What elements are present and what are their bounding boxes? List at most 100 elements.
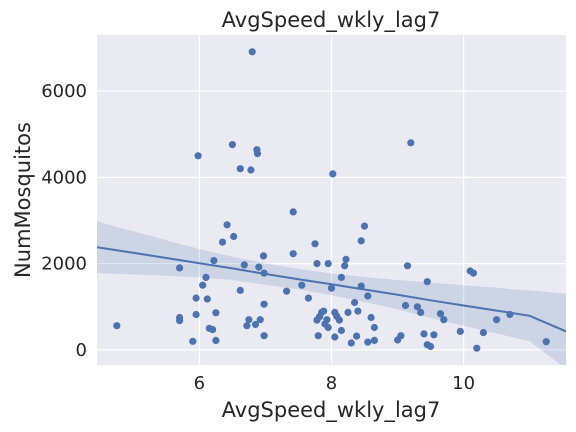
data-point bbox=[357, 237, 365, 245]
data-point bbox=[259, 252, 268, 260]
data-point bbox=[192, 310, 200, 319]
data-point bbox=[203, 295, 211, 303]
data-point bbox=[189, 337, 197, 345]
data-point bbox=[357, 282, 365, 290]
data-point bbox=[199, 281, 207, 289]
data-point bbox=[311, 240, 319, 248]
data-point bbox=[337, 326, 345, 335]
data-point bbox=[255, 263, 263, 271]
data-point bbox=[327, 284, 336, 292]
y-tick-label: 4000 bbox=[41, 167, 87, 188]
x-tick-label: 10 bbox=[452, 373, 475, 394]
data-point bbox=[176, 317, 184, 325]
data-point bbox=[436, 310, 445, 318]
regression-line bbox=[97, 246, 566, 333]
data-point bbox=[493, 316, 501, 324]
data-point bbox=[413, 303, 421, 311]
data-point bbox=[370, 336, 378, 344]
data-point bbox=[260, 269, 268, 277]
data-point bbox=[192, 294, 200, 302]
data-point bbox=[427, 342, 435, 351]
data-point bbox=[228, 141, 236, 149]
data-point bbox=[479, 329, 487, 337]
y-tick-labels: 0 2000 4000 6000 bbox=[41, 81, 87, 361]
x-tick-label: 8 bbox=[326, 373, 337, 394]
data-point bbox=[245, 316, 253, 324]
y-tick-label: 6000 bbox=[41, 81, 87, 102]
data-point bbox=[423, 278, 431, 286]
data-point bbox=[473, 344, 481, 352]
data-point bbox=[420, 330, 428, 338]
data-point bbox=[236, 286, 244, 294]
data-point bbox=[256, 316, 264, 324]
data-point bbox=[194, 152, 202, 160]
data-point bbox=[367, 313, 375, 322]
data-point bbox=[247, 166, 255, 174]
data-point bbox=[289, 250, 297, 258]
data-point bbox=[364, 292, 372, 300]
y-axis-title: NumMosquitos bbox=[11, 122, 35, 278]
data-point bbox=[240, 261, 248, 269]
data-point bbox=[335, 316, 343, 324]
data-point bbox=[176, 264, 184, 272]
data-point bbox=[331, 333, 339, 341]
data-point bbox=[440, 316, 448, 324]
data-point bbox=[341, 262, 349, 270]
data-point bbox=[401, 301, 410, 310]
x-tick-label: 6 bbox=[194, 373, 205, 394]
data-point bbox=[223, 221, 231, 229]
data-point bbox=[313, 260, 321, 268]
data-point bbox=[218, 238, 227, 246]
data-point bbox=[403, 262, 412, 270]
data-point bbox=[304, 294, 312, 302]
data-point bbox=[243, 322, 251, 330]
data-point bbox=[342, 255, 350, 263]
data-point bbox=[364, 338, 372, 346]
data-point bbox=[210, 257, 218, 265]
data-point bbox=[407, 139, 415, 147]
data-point bbox=[289, 208, 297, 216]
y-tick-label: 0 bbox=[76, 340, 87, 361]
data-point bbox=[260, 332, 268, 340]
data-point bbox=[212, 336, 220, 344]
data-point bbox=[253, 150, 262, 158]
x-tick-labels: 6 8 10 bbox=[194, 373, 475, 394]
data-points bbox=[113, 48, 550, 352]
data-point bbox=[354, 307, 362, 315]
grid-lines bbox=[97, 35, 566, 365]
y-tick-label: 2000 bbox=[41, 254, 87, 275]
data-point bbox=[370, 323, 378, 332]
data-point bbox=[351, 298, 359, 307]
data-point bbox=[230, 232, 238, 241]
data-point bbox=[360, 222, 369, 230]
data-point bbox=[248, 48, 256, 56]
data-point bbox=[113, 322, 121, 330]
chart-title: AvgSpeed_wkly_lag7 bbox=[222, 8, 441, 33]
data-point bbox=[456, 327, 464, 335]
data-point bbox=[260, 300, 268, 308]
data-point bbox=[430, 331, 438, 339]
data-point bbox=[329, 170, 337, 178]
data-point bbox=[283, 287, 291, 295]
data-point bbox=[251, 320, 260, 329]
data-point bbox=[506, 310, 514, 319]
data-point bbox=[542, 338, 550, 346]
data-point bbox=[202, 273, 210, 281]
data-point bbox=[209, 326, 217, 334]
data-point bbox=[344, 308, 352, 316]
data-point bbox=[397, 332, 405, 340]
data-point bbox=[320, 307, 328, 315]
data-point bbox=[212, 309, 220, 317]
data-point bbox=[323, 316, 331, 324]
data-point bbox=[236, 165, 244, 173]
data-point bbox=[324, 260, 332, 268]
x-axis-title: AvgSpeed_wkly_lag7 bbox=[222, 398, 441, 423]
data-point bbox=[347, 339, 355, 347]
data-point bbox=[353, 332, 361, 340]
data-point bbox=[337, 273, 345, 281]
data-point bbox=[314, 332, 322, 340]
data-point bbox=[417, 308, 425, 316]
data-point bbox=[469, 269, 478, 277]
data-point bbox=[324, 323, 332, 332]
